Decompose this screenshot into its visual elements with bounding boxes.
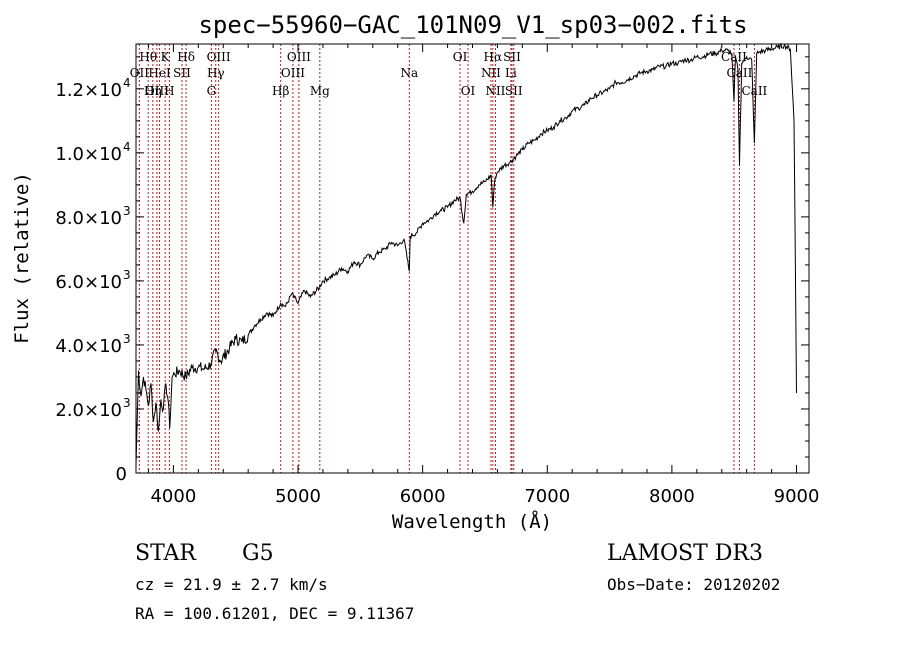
object-class: STAR <box>135 541 197 566</box>
line-label-11: G <box>207 84 217 98</box>
y-tick-exponent-4: 3 <box>123 204 131 218</box>
line-label-20: NII <box>481 66 501 80</box>
obs-date: Obs−Date: 20120202 <box>607 575 780 594</box>
y-tick-exponent-2: 3 <box>123 332 131 346</box>
line-label-27: CaII <box>741 84 767 98</box>
line-label-22: SII <box>503 50 521 64</box>
line-label-17: OI <box>453 50 468 64</box>
line-label-15: Mg <box>310 84 330 98</box>
line-label-16: Na <box>400 66 418 80</box>
coordinates: RA = 100.61201, DEC = 9.11367 <box>135 604 414 623</box>
line-label-5: Hη <box>144 84 162 98</box>
line-label-14: OIII <box>281 66 305 80</box>
line-label-18: OI <box>461 84 476 98</box>
spectrum-line <box>135 42 797 467</box>
line-label-0: Hθ <box>139 50 157 64</box>
line-label-21: NII <box>485 84 505 98</box>
y-tick-label-2: 4.0×10 <box>55 336 122 357</box>
line-label-24: SII <box>505 84 523 98</box>
spectral-line-markers <box>138 44 755 473</box>
subclass: G5 <box>242 541 274 566</box>
line-label-4: HeI <box>148 66 171 80</box>
y-tick-exponent-3: 3 <box>123 268 131 282</box>
line-label-2: OIII <box>145 84 169 98</box>
line-label-26: CaII <box>727 66 753 80</box>
chart-title: spec−55960−GAC_101N09_V1_sp03−002.fits <box>198 11 747 39</box>
x-tick-label-0: 4000 <box>150 486 196 507</box>
line-label-8: Hδ <box>177 50 195 64</box>
line-label-7: SII <box>173 66 191 80</box>
y-tick-label-6: 1.2×10 <box>55 80 122 101</box>
x-axis-ticks: 4000 5000 6000 7000 8000 9000 <box>147 44 820 507</box>
redshift-info: cz = 21.9 ± 2.7 km/s <box>135 575 328 594</box>
line-label-13: OIII <box>287 50 311 64</box>
x-tick-label-3: 7000 <box>524 486 570 507</box>
x-tick-label-4: 8000 <box>649 486 695 507</box>
line-label-3: K <box>161 50 171 64</box>
line-label-9: OIII <box>207 50 231 64</box>
line-label-23: Li <box>505 66 517 80</box>
x-tick-label-2: 6000 <box>400 486 446 507</box>
line-label-6: H <box>164 84 174 98</box>
y-tick-label-0: 0 <box>116 464 127 485</box>
line-label-19: Hα <box>484 50 503 64</box>
x-axis-label: Wavelength (Å) <box>392 510 552 533</box>
line-label-25: CaII <box>721 50 747 64</box>
y-tick-exponent-6: 4 <box>123 76 131 90</box>
y-tick-exponent-5: 4 <box>123 140 131 154</box>
plot-frame <box>135 43 810 474</box>
line-label-10: Hγ <box>207 66 225 80</box>
x-tick-label-5: 9000 <box>774 486 820 507</box>
survey-name: LAMOST DR3 <box>607 541 763 566</box>
y-axis-label: Flux (relative) <box>11 172 33 344</box>
y-axis-ticks: 02.0×10 34.0×10 36.0×10 38.0×10 31.0×10 41.2×… <box>55 56 809 485</box>
y-tick-label-1: 2.0×10 <box>55 400 122 421</box>
y-tick-label-5: 1.0×10 <box>55 144 122 165</box>
y-tick-label-4: 8.0×10 <box>55 208 122 229</box>
line-label-12: Hβ <box>272 84 289 98</box>
y-tick-label-3: 6.0×10 <box>55 272 122 293</box>
y-tick-exponent-1: 3 <box>123 396 131 410</box>
x-tick-label-1: 5000 <box>275 486 321 507</box>
